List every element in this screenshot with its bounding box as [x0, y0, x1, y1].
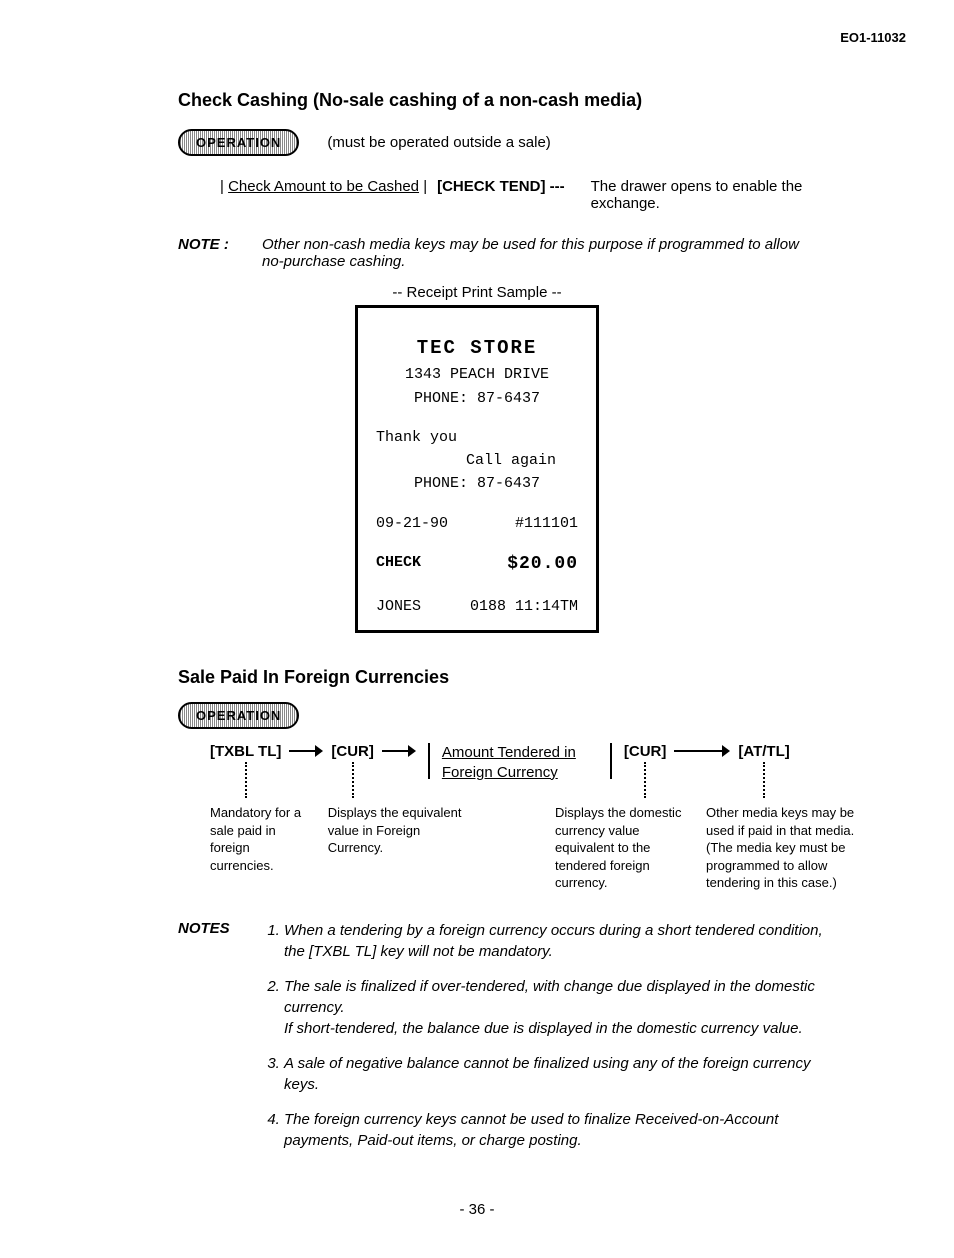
flow-cur1-col: [CUR]	[331, 743, 374, 798]
note-item-1: When a tendering by a foreign currency o…	[284, 920, 834, 962]
desc-txbl: Mandatory for a sale paid in foreign cur…	[210, 804, 310, 892]
operation-badge-2: OPERATION	[178, 702, 299, 729]
receipt-address: 1343 PEACH DRIVE	[376, 363, 578, 386]
flow-attl-col: [AT/TL]	[738, 743, 789, 798]
receipt-caption: -- Receipt Print Sample --	[90, 284, 864, 301]
notes-block: NOTES When a tendering by a foreign curr…	[178, 920, 834, 1165]
note-item-2: The sale is finalized if over-tendered, …	[284, 976, 834, 1039]
note-item-4: The foreign currency keys cannot be used…	[284, 1109, 834, 1151]
receipt-date: 09-21-90	[376, 512, 448, 535]
page: EO1-11032 Check Cashing (No-sale cashing…	[0, 0, 954, 1258]
receipt-check-amount: $20.00	[507, 551, 578, 579]
note-item-3: A sale of negative balance cannot be fin…	[284, 1053, 834, 1095]
check-tend-key: [CHECK TEND] ---	[437, 178, 564, 195]
desc-attl: Other media keys may be used if paid in …	[706, 804, 864, 892]
receipt-check-label: CHECK	[376, 551, 421, 579]
must-be-operated-text: (must be operated outside a sale)	[327, 134, 550, 151]
document-id: EO1-11032	[840, 30, 906, 45]
receipt-body: TEC STORE 1343 PEACH DRIVE PHONE: 87-643…	[355, 305, 599, 633]
note-label: NOTE :	[178, 236, 248, 270]
desc-cur1: Displays the equivalent value in Foreign…	[328, 804, 469, 892]
flow-cur2-col: [CUR]	[624, 743, 667, 798]
drawer-text: The drawer opens to enable the exchange.	[591, 178, 821, 212]
notes-list: When a tendering by a foreign currency o…	[262, 920, 834, 1165]
dotline-4	[763, 762, 765, 798]
flow-separator	[610, 743, 612, 779]
desc-cur2: Displays the domestic currency value equ…	[555, 804, 688, 892]
dotline-3	[644, 762, 646, 798]
flow-txbl-col: [TXBL TL]	[210, 743, 281, 798]
arrow-icon	[289, 743, 323, 759]
receipt-footer-right: 0188 11:14TM	[470, 595, 578, 618]
flow-cur1: [CUR]	[331, 743, 374, 760]
flow-cur2: [CUR]	[624, 743, 667, 760]
dotline-1	[245, 762, 247, 798]
check-amount-label: | Check Amount to be Cashed |	[220, 178, 427, 195]
receipt-call-again: Call again	[376, 449, 578, 472]
receipt-thank: Thank you	[376, 426, 578, 449]
receipt-sample: -- Receipt Print Sample -- TEC STORE 134…	[90, 284, 864, 633]
receipt-date-row: 09-21-90 #111101	[376, 512, 578, 535]
flow-separator	[428, 743, 430, 779]
flow-diagram: [TXBL TL] [CUR] Amount Tendered in Forei…	[210, 743, 854, 798]
note-row: NOTE : Other non-cash media keys may be …	[178, 236, 824, 270]
operation-badge-1: OPERATION	[178, 129, 299, 156]
operation-line-1: OPERATION (must be operated outside a sa…	[90, 129, 864, 156]
flow-txbl: [TXBL TL]	[210, 743, 281, 760]
notes-label: NOTES	[178, 920, 248, 1165]
check-amount-line: | Check Amount to be Cashed | [CHECK TEN…	[220, 178, 864, 212]
arrow-icon	[382, 743, 416, 759]
receipt-store-name: TEC STORE	[376, 334, 578, 363]
flow-attl: [AT/TL]	[738, 743, 789, 760]
flow-descriptions: Mandatory for a sale paid in foreign cur…	[210, 804, 864, 892]
operation-line-2: OPERATION	[90, 702, 864, 729]
receipt-cashier: JONES	[376, 595, 421, 618]
dotline-2	[352, 762, 354, 798]
check-amount-underlined: Check Amount to be Cashed	[228, 178, 419, 195]
receipt-phone2: PHONE: 87-6437	[376, 472, 578, 495]
note-body: Other non-cash media keys may be used fo…	[262, 236, 824, 270]
flow-tender: Amount Tendered in Foreign Currency	[442, 743, 598, 782]
receipt-check-row: CHECK $20.00	[376, 551, 578, 579]
receipt-phone1: PHONE: 87-6437	[376, 387, 578, 410]
page-number: - 36 -	[90, 1201, 864, 1218]
receipt-footer-row: JONES 0188 11:14TM	[376, 595, 578, 618]
receipt-txn: #111101	[515, 512, 578, 535]
arrow-icon	[674, 743, 730, 759]
section1-title: Check Cashing (No-sale cashing of a non-…	[178, 90, 864, 111]
section2-title: Sale Paid In Foreign Currencies	[178, 667, 864, 688]
